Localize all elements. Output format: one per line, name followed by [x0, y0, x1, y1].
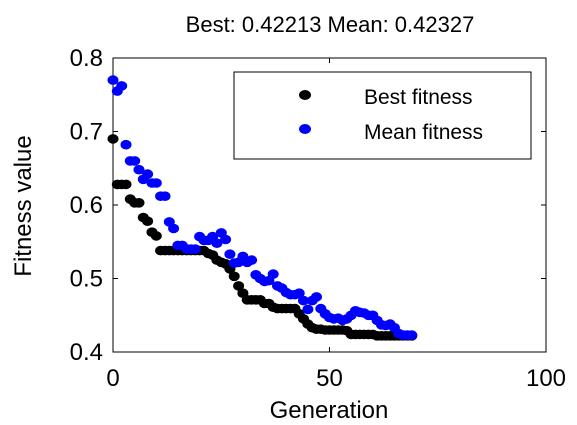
legend-label-mean: Mean fitness — [364, 121, 483, 144]
y-tick-label: 0.8 — [70, 45, 103, 72]
mean-fitness-point — [220, 234, 232, 245]
mean-fitness-point — [311, 292, 322, 302]
y-tick-label: 0.5 — [70, 266, 103, 293]
y-axis-label: Fitness value — [10, 135, 37, 276]
mean-fitness-point — [267, 269, 279, 279]
mean-fitness-point — [129, 156, 141, 166]
mean-fitness-point — [406, 330, 418, 340]
legend: Best fitness Mean fitness — [233, 71, 532, 160]
best-fitness-point — [133, 198, 145, 208]
x-tick-label: 0 — [106, 365, 119, 392]
series-mean — [107, 75, 418, 340]
best-fitness-point — [228, 271, 240, 282]
legend-marker-best — [299, 90, 311, 100]
best-fitness-point — [142, 216, 154, 226]
best-fitness-point — [120, 179, 132, 190]
mean-fitness-point — [120, 139, 132, 150]
legend-marker-mean — [299, 124, 311, 134]
x-tick-label: 100 — [526, 365, 566, 392]
x-axis: 0 50 100 — [106, 58, 566, 392]
mean-fitness-point — [246, 255, 258, 265]
mean-fitness-point — [133, 164, 145, 175]
chart-title: Best: 0.42213 Mean: 0.42327 — [186, 12, 475, 37]
mean-fitness-point — [224, 249, 236, 259]
mean-fitness-point — [189, 244, 201, 254]
mean-fitness-point — [159, 191, 171, 201]
x-tick-label: 50 — [316, 365, 343, 392]
best-fitness-point — [107, 134, 119, 144]
legend-label-best: Best fitness — [364, 86, 473, 109]
mean-fitness-point — [302, 304, 314, 315]
y-tick-label: 0.4 — [70, 339, 103, 366]
mean-fitness-point — [168, 223, 180, 234]
y-tick-label: 0.7 — [70, 119, 103, 146]
x-axis-label: Generation — [270, 397, 389, 424]
y-tick-label: 0.6 — [70, 192, 103, 219]
y-axis: 0.4 0.5 0.6 0.7 0.8 — [70, 45, 546, 366]
best-fitness-point — [150, 231, 162, 241]
mean-fitness-point — [150, 178, 162, 188]
mean-fitness-point — [293, 288, 305, 299]
mean-fitness-point — [107, 75, 119, 85]
data-points — [107, 75, 418, 341]
best-fitness-point — [233, 281, 245, 291]
mean-fitness-point — [298, 295, 309, 306]
mean-fitness-point — [211, 238, 223, 248]
mean-fitness-point — [142, 169, 154, 179]
mean-fitness-point — [116, 81, 128, 91]
legend-box — [233, 71, 532, 160]
